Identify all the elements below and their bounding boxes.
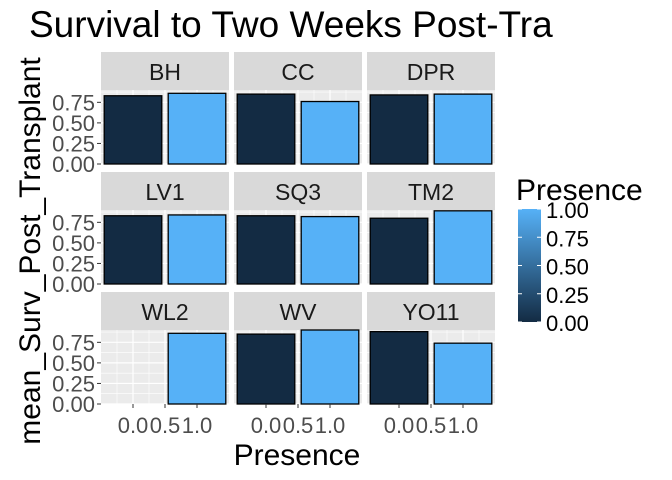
facet-strip — [101, 172, 229, 210]
y-tick-label: 0.50 — [52, 351, 95, 376]
facet-panel-lv1: LV1 0.000.250.500.75 — [52, 172, 229, 297]
y-tick-label: 0.00 — [52, 152, 95, 177]
y-tick-label: 0.50 — [52, 111, 95, 136]
bar-sq3-presence-0 — [236, 215, 296, 285]
y-tick-label: 0.50 — [52, 231, 95, 256]
bar-tm2-presence-1 — [433, 210, 493, 285]
facet-strip — [234, 52, 362, 90]
facet-strip — [367, 292, 495, 330]
bar-wv-presence-0 — [236, 333, 296, 405]
legend-tick-label: 0.75 — [546, 226, 589, 251]
facet-strip — [234, 172, 362, 210]
facet-strip-label: WL2 — [141, 299, 188, 325]
y-tick-label: 0.25 — [52, 131, 95, 156]
chart-title: Survival to Two Weeks Post-Tra — [29, 4, 553, 45]
y-axis-label: mean_Surv_Post_Transplant — [14, 57, 47, 445]
facet-strip — [234, 292, 362, 330]
facet-panel-yo11: YO11 0.0 0.5 1.0 — [367, 292, 495, 438]
facet-strip-label: TM2 — [408, 179, 454, 205]
x-axis-label: Presence — [234, 439, 361, 472]
facet-panel-tm2: TM2 — [367, 172, 495, 285]
facet-panel-wv: WV 0.0 0.5 1.0 — [234, 292, 362, 438]
facet-strip-label: SQ3 — [275, 179, 321, 205]
bar-bh-presence-0 — [103, 95, 163, 165]
facet-strip-label: WV — [279, 299, 317, 325]
facet-panel-sq3: SQ3 — [234, 172, 362, 285]
x-tick-label: 0.5 — [283, 413, 314, 438]
legend-tick-label: 0.50 — [546, 255, 589, 280]
legend-colorbar — [518, 209, 541, 322]
facet-panel-bh: BH 0.000.250.500.75 — [52, 52, 229, 177]
x-tick-label: 0.5 — [150, 413, 181, 438]
x-tick-label: 0.0 — [251, 413, 282, 438]
bar-dpr-presence-1 — [433, 93, 493, 165]
y-tick-label: 0.75 — [52, 330, 95, 355]
facet-strip — [101, 52, 229, 90]
bar-wl2-presence-1 — [167, 332, 227, 405]
x-tick-label: 1.0 — [315, 413, 346, 438]
x-tick-label: 1.0 — [448, 413, 479, 438]
bar-bh-presence-1 — [167, 92, 227, 165]
x-tick-label: 0.0 — [118, 413, 149, 438]
bar-sq3-presence-1 — [300, 215, 360, 285]
facet-panel-wl2: WL2 0.000.250.500.75 0.0 0.5 1.0 — [52, 292, 229, 438]
y-tick-label: 0.75 — [52, 90, 95, 115]
y-tick-label: 0.75 — [52, 210, 95, 235]
x-tick-label: 0.0 — [384, 413, 415, 438]
facet-panel-dpr: DPR — [367, 52, 495, 165]
bar-lv1-presence-0 — [103, 215, 163, 285]
y-tick-label: 0.25 — [52, 371, 95, 396]
facet-strip-label: BH — [149, 59, 181, 85]
bar-yo11-presence-1 — [433, 342, 493, 405]
bar-dpr-presence-0 — [369, 94, 429, 165]
facet-panel-cc: CC — [234, 52, 362, 165]
bar-cc-presence-1 — [300, 100, 360, 165]
facet-strip-label: CC — [281, 59, 314, 85]
legend-title: Presence — [516, 174, 643, 207]
y-tick-label: 0.00 — [52, 272, 95, 297]
y-tick-label: 0.25 — [52, 251, 95, 276]
facet-strip — [101, 292, 229, 330]
x-tick-label: 0.5 — [416, 413, 447, 438]
bar-yo11-presence-0 — [369, 330, 429, 405]
bar-tm2-presence-0 — [369, 217, 429, 285]
legend-tick-label: 0.00 — [546, 311, 589, 336]
bar-wv-presence-1 — [300, 329, 360, 405]
y-tick-label: 0.00 — [52, 392, 95, 417]
x-tick-label: 1.0 — [182, 413, 213, 438]
facet-strip-label: LV1 — [145, 179, 184, 205]
bar-cc-presence-0 — [236, 93, 296, 165]
facet-strip-label: DPR — [407, 59, 456, 85]
facet-strip — [367, 52, 495, 90]
facet-strip-label: YO11 — [402, 299, 459, 325]
legend-tick-label: 0.25 — [546, 283, 589, 308]
bar-lv1-presence-1 — [167, 214, 227, 285]
legend-tick-label: 1.00 — [546, 198, 589, 223]
facet-strip — [367, 172, 495, 210]
